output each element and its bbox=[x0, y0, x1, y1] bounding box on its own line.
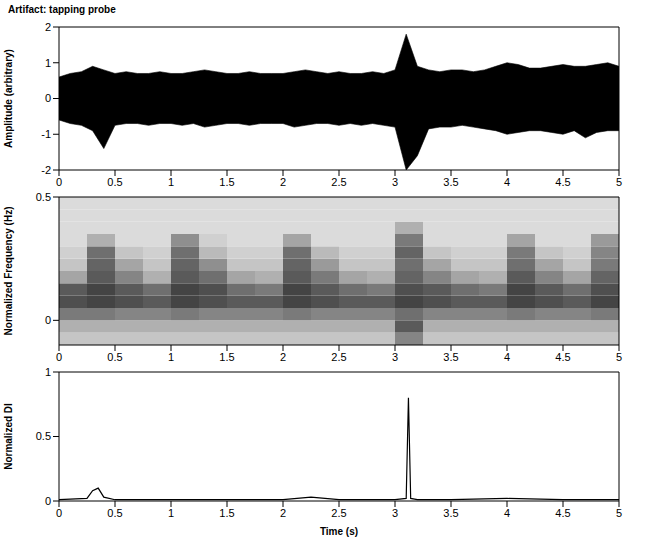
svg-text:1.5: 1.5 bbox=[219, 351, 234, 363]
svg-text:0.5: 0.5 bbox=[107, 507, 122, 519]
svg-text:-2: -2 bbox=[41, 164, 51, 176]
svg-text:5: 5 bbox=[616, 507, 622, 519]
svg-text:-1: -1 bbox=[41, 128, 51, 140]
svg-text:2.5: 2.5 bbox=[331, 176, 346, 188]
svg-text:5: 5 bbox=[616, 176, 622, 188]
svg-text:0.5: 0.5 bbox=[107, 351, 122, 363]
svg-text:2: 2 bbox=[280, 351, 286, 363]
svg-text:Amplitude (arbitrary): Amplitude (arbitrary) bbox=[3, 49, 14, 148]
svg-text:Normalized DI: Normalized DI bbox=[3, 403, 14, 470]
svg-text:1: 1 bbox=[168, 507, 174, 519]
svg-text:1: 1 bbox=[45, 57, 51, 69]
svg-text:0.5: 0.5 bbox=[36, 191, 51, 203]
svg-text:2.5: 2.5 bbox=[331, 507, 346, 519]
svg-text:0: 0 bbox=[56, 351, 62, 363]
svg-text:4: 4 bbox=[504, 351, 510, 363]
svg-text:0: 0 bbox=[56, 176, 62, 188]
svg-text:0: 0 bbox=[56, 507, 62, 519]
svg-text:1.5: 1.5 bbox=[219, 176, 234, 188]
svg-text:4: 4 bbox=[504, 507, 510, 519]
svg-text:1: 1 bbox=[168, 351, 174, 363]
svg-text:2: 2 bbox=[45, 21, 51, 33]
svg-text:0: 0 bbox=[45, 495, 51, 507]
svg-text:0: 0 bbox=[45, 92, 51, 104]
svg-text:3.5: 3.5 bbox=[443, 176, 458, 188]
svg-text:3.5: 3.5 bbox=[443, 351, 458, 363]
svg-text:3: 3 bbox=[392, 176, 398, 188]
svg-text:3: 3 bbox=[392, 351, 398, 363]
svg-text:0: 0 bbox=[45, 314, 51, 326]
svg-text:5: 5 bbox=[616, 351, 622, 363]
html-text:Artifact: tapping probe: Artifact: tapping probe bbox=[8, 4, 116, 15]
svg-text:3.5: 3.5 bbox=[443, 507, 458, 519]
svg-text:0.5: 0.5 bbox=[107, 176, 122, 188]
svg-text:4: 4 bbox=[504, 176, 510, 188]
svg-text:0.5: 0.5 bbox=[36, 430, 51, 442]
svg-text:4.5: 4.5 bbox=[555, 351, 570, 363]
svg-text:2.5: 2.5 bbox=[331, 351, 346, 363]
svg-text:4.5: 4.5 bbox=[555, 507, 570, 519]
svg-text:1.5: 1.5 bbox=[219, 507, 234, 519]
svg-text:2: 2 bbox=[280, 176, 286, 188]
svg-text:Time (s): Time (s) bbox=[320, 526, 358, 537]
svg-text:4.5: 4.5 bbox=[555, 176, 570, 188]
svg-text:Normalized Frequency (Hz): Normalized Frequency (Hz) bbox=[3, 207, 14, 336]
svg-text:3: 3 bbox=[392, 507, 398, 519]
svg-text:1: 1 bbox=[45, 366, 51, 378]
svg-text:1: 1 bbox=[168, 176, 174, 188]
svg-text:2: 2 bbox=[280, 507, 286, 519]
